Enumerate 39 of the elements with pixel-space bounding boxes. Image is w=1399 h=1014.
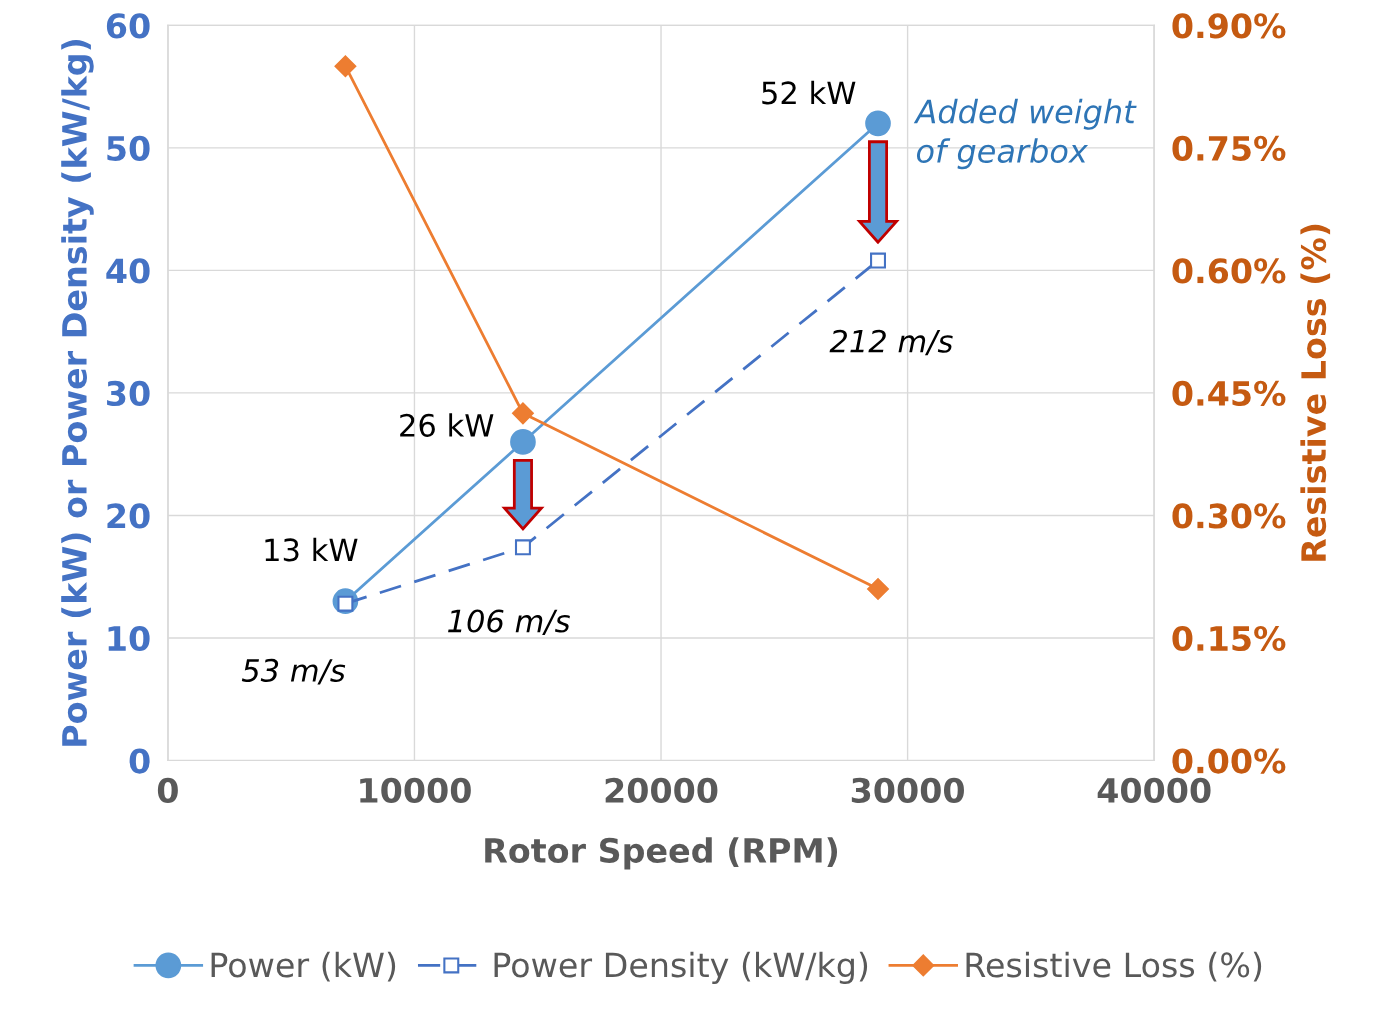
x-tick-label: 30000 xyxy=(851,777,964,803)
y2-tick-label: 0.45% xyxy=(1172,380,1286,407)
x-tick-label: 10000 xyxy=(360,777,471,803)
y2-tick-label: 0.60% xyxy=(1172,258,1286,284)
y-axis-title: Power (kW) or Power Density (kW/kg) xyxy=(61,39,94,746)
point xyxy=(510,429,536,455)
annotation: 13 kW xyxy=(265,537,358,562)
y2-axis-title: Resistive Loss (%) xyxy=(1300,224,1331,561)
point xyxy=(514,539,531,556)
x-tick-label: 0 xyxy=(157,777,178,803)
y-tick-label: 10 xyxy=(108,625,150,652)
point xyxy=(334,55,357,78)
x-tick-label: 20000 xyxy=(605,777,718,803)
annotation: 106 m/s xyxy=(448,609,570,635)
legend-label: Resistive Loss (%) xyxy=(966,951,1262,982)
annotation: 53 m/s xyxy=(241,658,346,685)
legend-label: Power (kW) xyxy=(211,951,396,982)
y2-tick-label: 0.00% xyxy=(1172,748,1286,774)
annotation: Added weight of gearbox xyxy=(913,98,1137,170)
y-tick-label: 30 xyxy=(107,380,150,407)
y-tick-label: 0 xyxy=(129,748,150,774)
legend-label: Power Density (kW/kg) xyxy=(494,951,868,984)
y2-tick-label: 0.15% xyxy=(1172,625,1286,652)
y-tick-label: 20 xyxy=(107,503,150,529)
point xyxy=(865,110,891,137)
y2-tick-label: 0.90% xyxy=(1172,13,1286,39)
point xyxy=(512,402,534,425)
y-tick-label: 40 xyxy=(106,258,150,284)
annotation: 26 kW xyxy=(400,413,494,437)
y2-tick-label: 0.75% xyxy=(1172,135,1286,162)
annotation: 52 kW xyxy=(762,80,856,105)
point xyxy=(870,252,886,269)
y2-tick-label: 0.30% xyxy=(1172,503,1286,529)
x-tick-label: 40000 xyxy=(1097,777,1211,803)
point xyxy=(867,578,889,600)
y-tick-label: 60 xyxy=(106,13,150,39)
annotation: 212 m/s xyxy=(829,329,953,356)
x-axis-title: Rotor Speed (RPM) xyxy=(485,837,838,870)
y-tick-label: 50 xyxy=(107,135,150,162)
